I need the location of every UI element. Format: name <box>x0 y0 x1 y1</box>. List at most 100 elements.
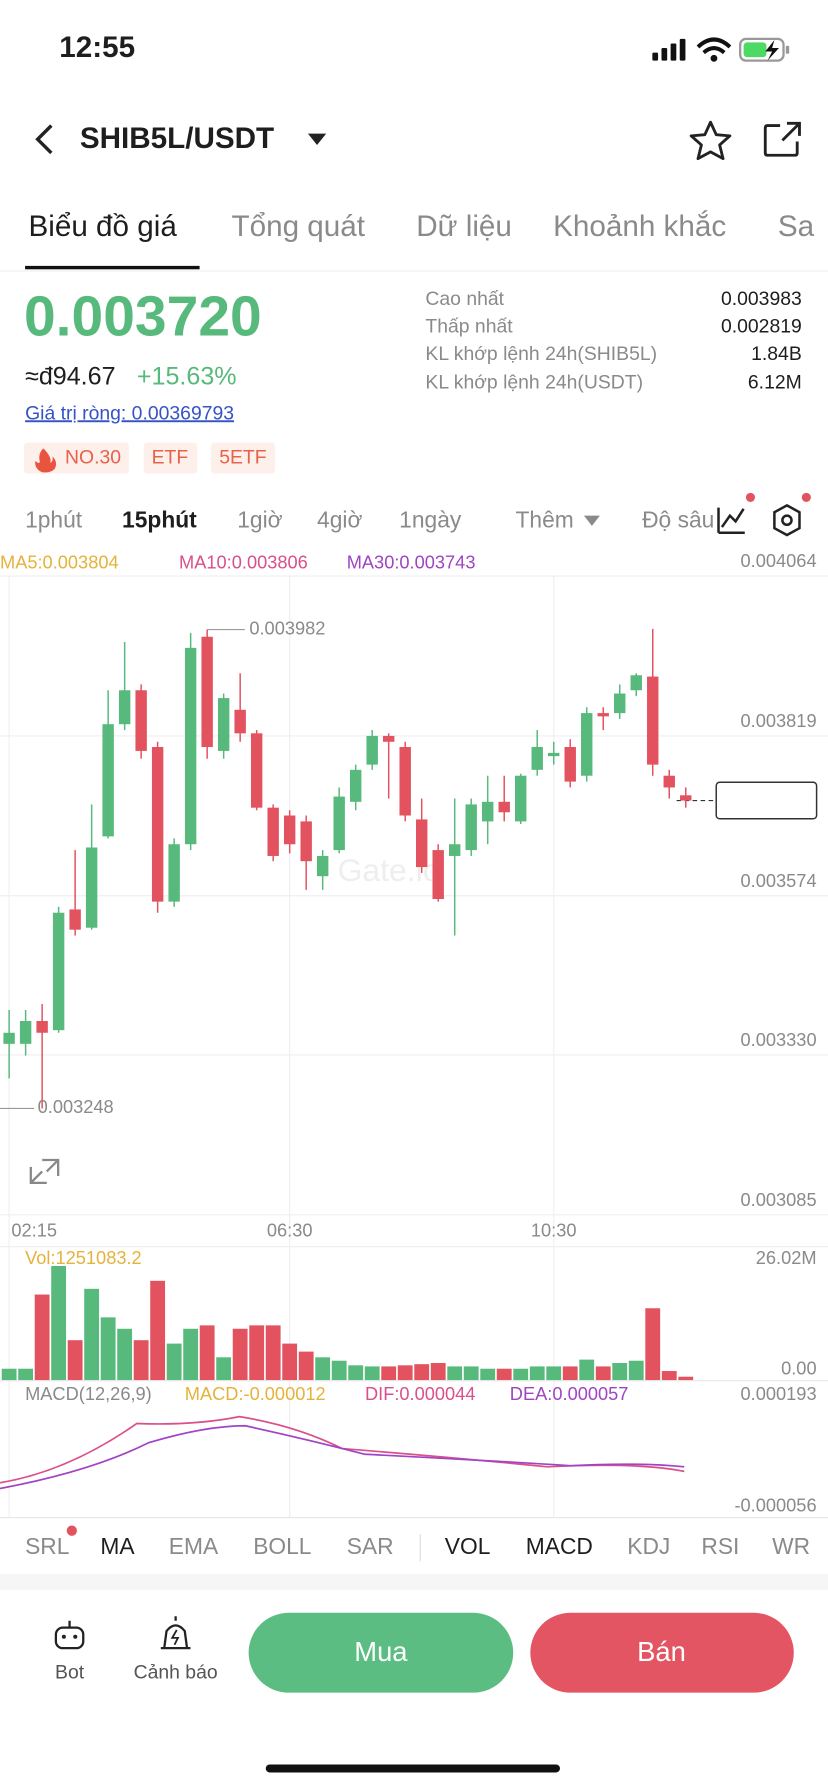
fullscreen-button[interactable] <box>29 1158 60 1184</box>
macd-legend: MACD(12,26,9) <box>25 1383 152 1404</box>
volume-bar <box>51 1266 67 1381</box>
volume-bar <box>166 1343 182 1381</box>
volume-bar <box>513 1368 529 1381</box>
interval[interactable]: 1phút <box>25 506 83 532</box>
volume-bar <box>348 1365 364 1381</box>
volume-bar <box>331 1360 347 1381</box>
net-value[interactable]: Giá trị ròng: 0.00369793 <box>25 402 234 424</box>
volume-bar <box>216 1357 232 1381</box>
alert-button[interactable]: Cảnh báo <box>134 1616 218 1683</box>
volume-bar <box>100 1317 116 1381</box>
volume-bar <box>645 1308 661 1381</box>
last-price-box <box>715 781 818 820</box>
tab[interactable]: Sa <box>778 210 815 243</box>
indicator-tab[interactable]: SRL <box>25 1533 69 1559</box>
macd-tick: -0.000056 <box>734 1495 816 1516</box>
ma-legend: MA5:0.003804 <box>0 551 119 572</box>
tab[interactable]: Khoảnh khắc <box>553 210 726 243</box>
buy-button[interactable] <box>248 1612 514 1693</box>
tag: NO.30 <box>65 447 121 469</box>
stat-label: Thấp nhất <box>425 316 513 338</box>
price-change: +15.63% <box>137 362 237 390</box>
volume-bar <box>34 1294 50 1381</box>
alert-label[interactable]: Cảnh báo <box>134 1661 218 1683</box>
volume-bar <box>381 1366 397 1381</box>
indicator-tab[interactable]: WR <box>772 1533 810 1559</box>
volume-bar <box>480 1368 496 1381</box>
x-tick-label: 02:15 <box>11 1220 57 1241</box>
share-button[interactable] <box>763 121 801 157</box>
tab-underline <box>25 265 200 270</box>
y-tick-label: 0.003085 <box>741 1189 817 1210</box>
favorite-button[interactable] <box>689 120 732 161</box>
volume-bar <box>678 1376 694 1381</box>
volume-bar <box>579 1359 595 1381</box>
stat-value: 1.84B <box>751 343 802 365</box>
pair-title[interactable]: SHIB5L/USDT <box>80 122 274 155</box>
interval[interactable]: 1ngày <box>399 506 462 532</box>
volume-bar <box>595 1366 611 1381</box>
volume-bar <box>117 1328 133 1381</box>
wifi-icon <box>696 37 732 55</box>
last-price: 0.003720 <box>24 285 262 349</box>
settings-button[interactable] <box>773 503 801 537</box>
volume-bar <box>397 1365 413 1381</box>
divider <box>0 1517 828 1519</box>
tab[interactable]: Dữ liệu <box>416 210 512 243</box>
divider <box>0 1380 828 1382</box>
macd-legend: DIF:0.000044 <box>365 1383 476 1404</box>
signal-icon <box>652 38 686 61</box>
tab[interactable]: Tổng quát <box>232 210 366 243</box>
buy-label[interactable]: Mua <box>354 1636 408 1667</box>
wifi-dot <box>710 54 718 62</box>
volume-bar <box>496 1368 512 1381</box>
x-tick-label: 10:30 <box>531 1220 577 1241</box>
sell-button[interactable] <box>530 1612 794 1693</box>
macd-legend: DEA:0.000057 <box>510 1383 629 1404</box>
more-arrow[interactable] <box>583 515 600 526</box>
y-tick-label: 0.003819 <box>741 710 817 731</box>
interval[interactable]: 4giờ <box>317 506 362 532</box>
indicator-tab[interactable]: MA <box>100 1533 135 1559</box>
indicator-tab[interactable]: RSI <box>701 1533 739 1559</box>
volume-bar <box>562 1366 578 1381</box>
indicator-tab[interactable]: VOL <box>445 1533 491 1559</box>
chart-type-button[interactable] <box>717 507 745 535</box>
volume-bar <box>150 1280 166 1381</box>
interval[interactable]: 1giờ <box>237 506 282 532</box>
fire-icon <box>35 448 57 473</box>
stat-value: 0.003983 <box>721 288 802 310</box>
pair-dropdown[interactable] <box>307 133 327 145</box>
tab[interactable]: Biểu đồ giá <box>29 210 178 243</box>
dif-line <box>0 1415 685 1484</box>
x-tick-label: 06:30 <box>267 1220 313 1241</box>
volume-bar <box>414 1364 430 1381</box>
volume-bar <box>183 1328 199 1381</box>
home-indicator <box>265 1764 560 1773</box>
macd-legend: MACD:-0.000012 <box>185 1383 326 1404</box>
interval[interactable]: Độ sâu <box>642 506 714 532</box>
divider <box>0 1574 828 1590</box>
indicator-tab[interactable]: MACD <box>526 1533 593 1559</box>
volume-bar <box>265 1325 281 1381</box>
indicator-tab[interactable]: SAR <box>347 1533 394 1559</box>
sell-label[interactable]: Bán <box>637 1636 686 1667</box>
tag: 5ETF <box>219 447 267 469</box>
indicator-tab[interactable]: KDJ <box>627 1533 670 1559</box>
y-tick-label: 0.003574 <box>741 870 817 891</box>
badge-dot <box>66 1525 77 1536</box>
volume-tick-label: 0.00 <box>781 1358 817 1379</box>
bot-button[interactable]: Bot <box>54 1620 85 1684</box>
stat-label: KL khớp lệnh 24h(SHIB5L) <box>425 343 657 365</box>
bot-label[interactable]: Bot <box>55 1661 85 1683</box>
volume-bar <box>612 1363 628 1381</box>
back-button[interactable] <box>35 124 53 155</box>
interval[interactable]: Thêm <box>516 506 574 532</box>
volume-bar <box>430 1363 446 1381</box>
battery-icon <box>739 37 790 62</box>
interval[interactable]: 15phút <box>122 506 197 532</box>
volume-bar <box>298 1351 314 1381</box>
ma-legend: MA30:0.003743 <box>347 551 476 572</box>
indicator-tab[interactable]: BOLL <box>253 1533 311 1559</box>
indicator-tab[interactable]: EMA <box>169 1533 219 1559</box>
